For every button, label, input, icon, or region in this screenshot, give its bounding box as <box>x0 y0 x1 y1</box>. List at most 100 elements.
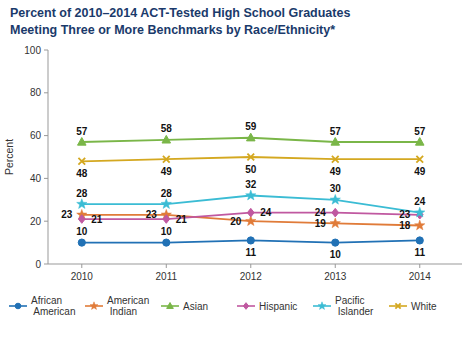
legend-swatch-marker <box>167 303 174 309</box>
data-label: 11 <box>245 247 256 258</box>
data-label: 10 <box>330 249 342 260</box>
data-point <box>415 207 425 217</box>
data-label: 21 <box>91 214 103 225</box>
data-label: 23 <box>61 209 73 220</box>
data-label: 48 <box>76 168 88 179</box>
data-point <box>78 138 87 146</box>
data-label: 21 <box>176 214 188 225</box>
y-axis-label: Percent <box>3 139 15 175</box>
y-tick-label: 80 <box>30 87 42 98</box>
legend-item: Pacific Islander <box>313 295 374 317</box>
data-point <box>163 239 170 246</box>
data-label: 23 <box>146 209 158 220</box>
x-tick <box>81 264 82 268</box>
data-point <box>78 215 85 224</box>
data-point <box>331 138 340 146</box>
data-label: 10 <box>76 226 88 237</box>
data-label: 32 <box>245 179 257 190</box>
data-label: 23 <box>399 209 411 220</box>
data-point <box>163 215 170 224</box>
y-tick-label: 100 <box>24 45 41 56</box>
data-point <box>416 156 423 163</box>
data-point <box>330 218 340 228</box>
plot-area <box>77 133 425 246</box>
data-label: 10 <box>161 226 173 237</box>
data-label: 58 <box>161 123 173 134</box>
data-label: 49 <box>161 166 173 177</box>
data-point <box>77 199 87 209</box>
data-point <box>332 208 339 217</box>
legend-label: Pacific Islander <box>335 295 374 317</box>
data-label: 19 <box>315 218 327 229</box>
data-label: 59 <box>245 121 257 132</box>
data-point <box>247 154 254 161</box>
legend-label: Asian <box>183 301 208 312</box>
legend-item: Hispanic <box>237 301 297 312</box>
x-tick-label: 2013 <box>324 271 347 282</box>
subtitle: Meeting Three or More Benchmarks by Race… <box>10 23 335 37</box>
data-point <box>247 133 256 141</box>
data-label: 28 <box>161 188 173 199</box>
legend-item: Asian <box>161 301 208 312</box>
x-tick <box>335 264 336 268</box>
data-point <box>163 156 170 163</box>
data-label: 49 <box>414 166 426 177</box>
data-label: 49 <box>330 166 342 177</box>
data-point <box>332 156 339 163</box>
x-tick-label: 2014 <box>409 271 432 282</box>
x-tick-label: 2010 <box>71 271 94 282</box>
data-point <box>332 239 339 246</box>
data-point <box>247 208 254 217</box>
y-tick-label: 20 <box>30 216 42 227</box>
data-point <box>161 199 171 209</box>
y-tick-label: 60 <box>30 130 42 141</box>
x-axis-line <box>48 264 462 265</box>
legend-swatch-marker <box>395 303 400 308</box>
data-point <box>246 190 256 200</box>
y-axis-line <box>48 50 49 264</box>
data-label: 28 <box>76 188 88 199</box>
y-tick <box>44 92 48 93</box>
x-tick <box>250 264 251 268</box>
legend-item: American Indian <box>85 295 149 317</box>
x-tick <box>419 264 420 268</box>
y-tick <box>44 50 48 51</box>
legend-swatch-marker <box>90 302 98 310</box>
legend-item: White <box>389 301 437 312</box>
data-point <box>416 237 423 244</box>
data-labels: 1010111011232320191857585957572121242423… <box>61 121 426 260</box>
legend-label: Hispanic <box>259 301 297 312</box>
y-tick <box>44 264 48 265</box>
data-label: 57 <box>330 126 342 137</box>
legend-swatch-marker <box>243 303 248 310</box>
y-tick <box>44 135 48 136</box>
legend-swatch-marker <box>15 303 21 309</box>
y-tick <box>44 178 48 179</box>
legend-item: African American <box>9 295 75 317</box>
data-point <box>330 194 340 204</box>
legend-label: American Indian <box>107 295 149 317</box>
data-label: 30 <box>330 183 342 194</box>
data-label: 20 <box>230 216 242 227</box>
x-tick-label: 2012 <box>240 271 263 282</box>
title: Percent of 2010–2014 ACT-Tested High Sch… <box>10 6 350 20</box>
data-point <box>415 138 424 146</box>
data-label: 11 <box>414 247 425 258</box>
legend: African American American Indian Asian Hisp… <box>9 295 437 317</box>
data-point <box>78 239 85 246</box>
data-label: 24 <box>260 207 272 218</box>
data-label: 50 <box>245 164 257 175</box>
x-tick-label: 2011 <box>156 271 178 282</box>
data-label: 18 <box>399 220 411 231</box>
x-tick <box>166 264 167 268</box>
data-label: 24 <box>414 196 426 207</box>
y-tick-label: 40 <box>30 173 42 184</box>
data-point <box>247 237 254 244</box>
data-point <box>415 220 425 230</box>
y-tick-label: 0 <box>35 259 41 270</box>
data-point <box>162 135 171 143</box>
data-label: 24 <box>315 207 327 218</box>
axes: 02040608010020102011201220132014 <box>24 45 462 283</box>
y-tick <box>44 221 48 222</box>
chart: Percent of 2010–2014 ACT-Tested High Sch… <box>0 0 474 344</box>
